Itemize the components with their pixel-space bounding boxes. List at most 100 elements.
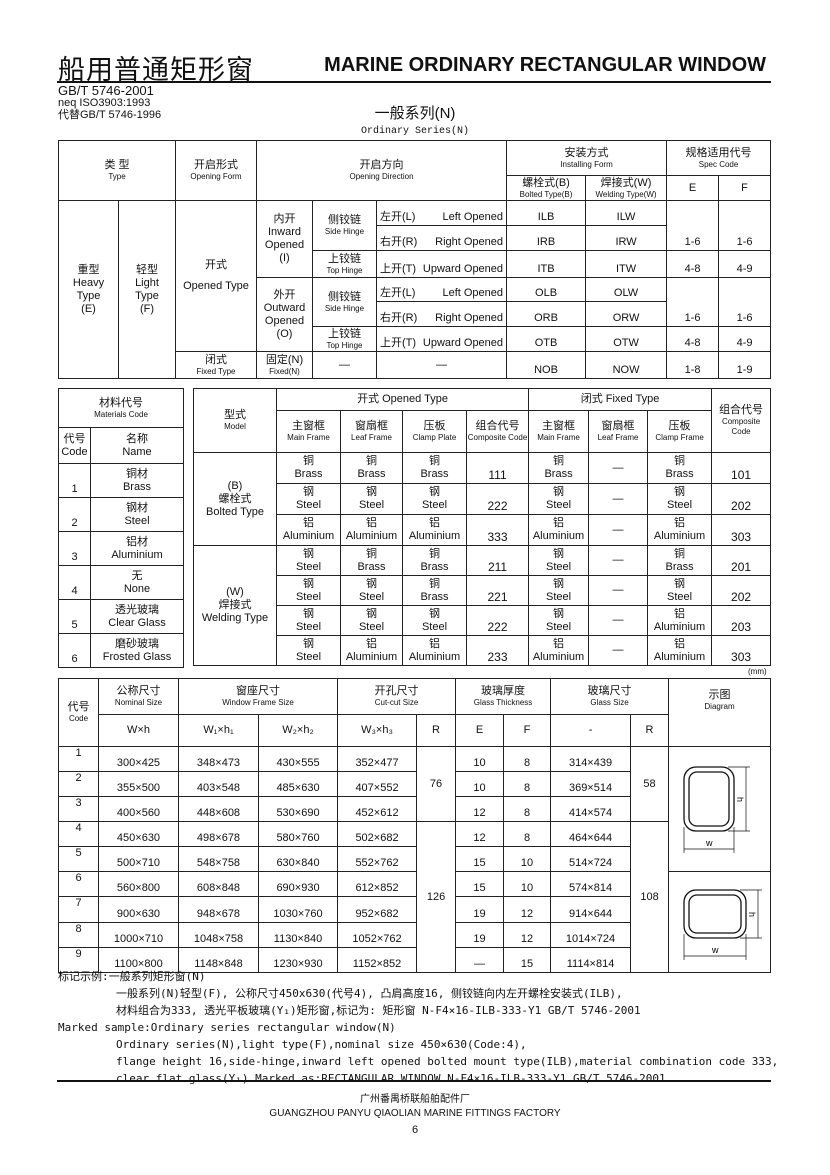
header-name: 名称 Name [90, 427, 184, 464]
glass-thickness-f: 15 [503, 946, 552, 974]
marking-example: 标记示例:一般系列矩形窗(N) 一般系列(N)轻型(F), 公称尺寸450x63… [58, 968, 778, 1087]
cutout-radius: 126 [416, 821, 457, 973]
glass-thickness-e: 15 [455, 870, 505, 898]
column-header-en: Clamp Plate [412, 433, 457, 442]
column-header-en: Leaf Frame [351, 433, 392, 442]
material-cell: 钢 Steel [276, 483, 341, 515]
table-row: 7 900×630 948×678 1030×760 952×682 19 12 914×64… [58, 896, 771, 923]
material-cell: 铜 Brass [340, 545, 403, 576]
code-IRW: IRW [585, 225, 668, 251]
column-header-en: Main Frame [537, 433, 580, 442]
material-en: Steel [358, 499, 385, 511]
composite-code: 111 [465, 452, 530, 484]
size-code: 6 [58, 870, 99, 898]
size-value: 403×548 [178, 771, 259, 797]
note-en-line: flange height 16,side-hinge,inward left … [116, 1055, 779, 1068]
size-value: 948×678 [178, 896, 259, 923]
material-cell: 钢 Steel [340, 605, 403, 636]
material-name-en: Steel [124, 514, 150, 527]
size-code: 8 [58, 921, 99, 948]
material-cn: 钢 [553, 607, 565, 620]
glass-size: 1114×814 [550, 946, 632, 974]
header-code: 代号 Code [58, 678, 99, 747]
material-cn: 铝 [429, 517, 440, 529]
standard-number: GB/T 5746-2001 [58, 83, 154, 98]
model-label: Bolted Type [206, 505, 264, 518]
table-row: (W) 焊接式 Welding Type 钢 Steel 铜 Brass 铜 Brass 211 钢… [193, 545, 772, 666]
glass-thickness-f: 10 [503, 846, 552, 872]
dash: — [588, 605, 649, 636]
material-en: Aluminium [345, 530, 398, 542]
material-cn: 铜 [429, 547, 440, 560]
size-value: 448×608 [178, 796, 259, 822]
spec-f: 1-6 [718, 277, 772, 327]
material-name-cn: 透光玻璃 [115, 603, 159, 616]
glass-thickness-f: 8 [503, 821, 552, 847]
opened-type: 开式 Opened Type [175, 200, 257, 352]
material-cell: 铜 Brass [276, 452, 341, 484]
material-cell: 钢 Steel [528, 545, 590, 576]
footer: 广州番禺桥联船舶配件厂 GUANGZHOU PANYU QIAOLIAN MAR… [0, 1093, 830, 1121]
heavy-type: 重型 Heavy Type (E) [58, 200, 119, 379]
size-value: 560×800 [98, 870, 179, 898]
material-code: 4 [58, 565, 91, 600]
material-cell: 钢 Steel [276, 545, 341, 576]
material-cn: 钢 [553, 577, 565, 590]
composite-code: 202 [711, 575, 772, 606]
composite-code: 211 [465, 545, 530, 576]
direction-left: 左开(L) Left Opened [375, 277, 508, 302]
header-welding: 焊接式(W) Welding Type(W) [585, 175, 668, 201]
size-value: 1152×852 [337, 946, 418, 974]
column-subheader: R [416, 714, 457, 747]
material-cn: 钢 [303, 547, 314, 560]
composite-code: 203 [711, 605, 772, 636]
material-en: Steel [667, 499, 693, 511]
material-en: Steel [421, 499, 448, 511]
column-subheader: E [455, 714, 505, 747]
standard-replaces: 代替GB/T 5746-1996 [58, 109, 162, 121]
diagram-h-label: h [747, 912, 757, 917]
material-cell: 钢 Steel [402, 483, 467, 515]
diagram-w-label: w [711, 945, 719, 955]
code-NOW: NOW [585, 351, 668, 379]
header-code: 代号 Code [58, 427, 91, 464]
material-cn: 铜 [553, 455, 565, 467]
glass-thickness-e: 12 [455, 796, 505, 822]
size-value: 690×930 [257, 870, 339, 898]
header-fixed-type: 闭式 Fixed Type [528, 388, 713, 411]
code-ILW: ILW [585, 200, 668, 226]
material-cell: 铜 Brass [528, 452, 590, 484]
dash: — [588, 575, 649, 606]
direction-upward: 上开(T) Upward Opened [375, 250, 508, 278]
header-opening-form: 开启形式 Opening Form [175, 140, 257, 201]
material-en: Steel [545, 620, 572, 633]
material-name-en: Frosted Glass [102, 650, 172, 663]
table-row: 2 355×500 403×548 485×630 407×552 10 8 369×514 [58, 771, 771, 797]
table-row: 3 400×560 448×608 530×690 452×612 12 8 414×574 [58, 796, 771, 822]
size-value: 952×682 [337, 896, 418, 923]
code-ITB: ITB [506, 250, 587, 278]
material-cn: 铜 [303, 455, 314, 467]
column-header-cn: 窗扇框 [355, 420, 388, 432]
size-value: 1130×840 [257, 921, 339, 948]
code-OTW: OTW [585, 326, 668, 352]
size-value: 485×630 [257, 771, 339, 797]
material-cn: 钢 [553, 486, 565, 498]
model-group: (B) 螺栓式 Bolted Type [193, 452, 277, 546]
standard-neq: neq ISO3903:1993 [58, 97, 151, 109]
material-name-en: Clear Glass [108, 616, 166, 629]
material-en: Steel [295, 499, 322, 511]
size-value: 608×848 [178, 870, 259, 898]
spec-e: 1-8 [666, 351, 720, 379]
material-cn: 铝 [553, 517, 565, 529]
glass-thickness-e: 19 [455, 921, 505, 948]
size-value: 552×762 [337, 846, 418, 872]
direction-right: 右开(R) Right Opened [375, 301, 508, 327]
material-en: Steel [295, 620, 322, 633]
material-cell: 钢 Steel [402, 605, 467, 636]
dash: — [588, 452, 649, 484]
title-english: MARINE ORDINARY RECTANGULAR WINDOW [324, 54, 766, 76]
size-value: 1100×800 [98, 946, 179, 974]
table-row: 6 560×800 608×848 690×930 612×852 15 10 574×814… [58, 870, 772, 973]
glass-thickness-e: 15 [455, 846, 505, 872]
